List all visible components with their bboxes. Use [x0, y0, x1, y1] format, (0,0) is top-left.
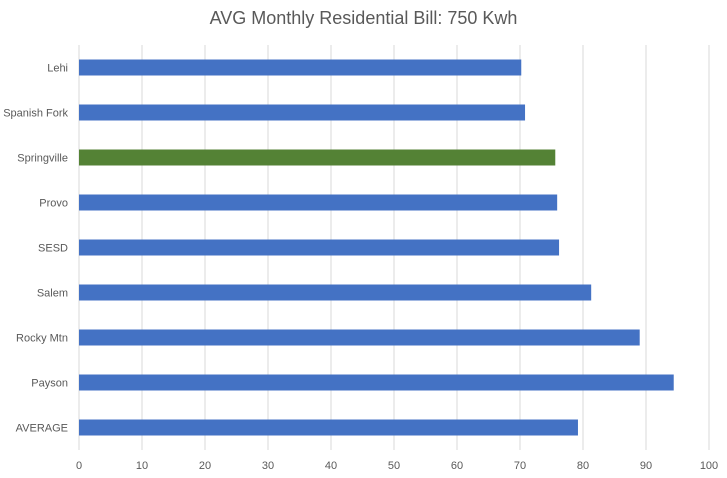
x-tick-label: 80	[577, 460, 589, 472]
bar-payson	[79, 374, 674, 391]
x-tick-label: 50	[388, 460, 400, 472]
x-tick-label: 90	[640, 460, 652, 472]
bar-average	[79, 419, 578, 436]
y-tick-label: Payson	[31, 378, 68, 390]
x-tick-label: 100	[700, 460, 718, 472]
bar-spanish-fork	[79, 104, 526, 121]
y-tick-label: Springville	[17, 153, 68, 165]
y-tick-label: Rocky Mtn	[16, 333, 68, 345]
x-tick-label: 30	[262, 460, 274, 472]
y-tick-label: SESD	[38, 243, 68, 255]
x-tick-label: 70	[514, 460, 526, 472]
chart-title: AVG Monthly Residential Bill: 750 Kwh	[209, 8, 518, 28]
y-tick-label: Provo	[39, 198, 68, 210]
bar-rocky-mtn	[79, 329, 640, 346]
bar-springville	[79, 149, 556, 166]
bar-sesd	[79, 239, 560, 256]
y-tick-label: Lehi	[47, 63, 68, 75]
x-tick-label: 20	[199, 460, 211, 472]
y-tick-label: Spanish Fork	[3, 108, 68, 120]
y-tick-label: Salem	[37, 288, 68, 300]
y-tick-label: AVERAGE	[16, 423, 68, 435]
bar-lehi	[79, 59, 522, 76]
x-tick-label: 0	[76, 460, 82, 472]
x-tick-label: 10	[136, 460, 148, 472]
bar-provo	[79, 194, 558, 211]
bar-salem	[79, 284, 592, 301]
x-tick-label: 60	[451, 460, 463, 472]
x-tick-label: 40	[325, 460, 337, 472]
